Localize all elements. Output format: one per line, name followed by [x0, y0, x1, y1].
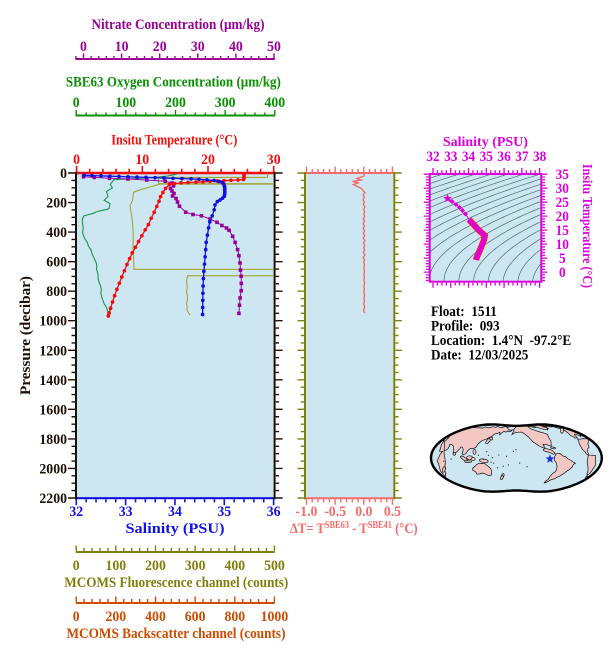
svg-text:MCOMS Fluorescence channel (co: MCOMS Fluorescence channel (counts) [64, 575, 288, 591]
svg-text:600: 600 [46, 255, 67, 271]
svg-text:34: 34 [168, 504, 182, 520]
svg-text:400: 400 [224, 558, 245, 574]
svg-text:100: 100 [116, 95, 137, 111]
svg-text:800: 800 [46, 284, 67, 300]
svg-text:400: 400 [264, 95, 285, 111]
svg-text:30: 30 [267, 152, 281, 168]
svg-text:34: 34 [462, 149, 475, 165]
svg-text:0: 0 [80, 39, 87, 55]
svg-text:0: 0 [73, 609, 80, 625]
svg-text:32: 32 [69, 504, 83, 520]
svg-text:1200: 1200 [39, 343, 67, 359]
svg-text:32: 32 [426, 149, 439, 165]
svg-text:0: 0 [60, 166, 67, 182]
svg-text:0: 0 [73, 152, 80, 168]
svg-text:25: 25 [556, 195, 569, 211]
svg-text:200: 200 [105, 609, 126, 625]
svg-text:15: 15 [556, 223, 569, 239]
svg-text:200: 200 [145, 558, 166, 574]
svg-text:Salinity (PSU): Salinity (PSU) [126, 521, 225, 537]
svg-text:37: 37 [515, 149, 528, 165]
svg-text:Insitu Temperature (°C): Insitu Temperature (°C) [111, 133, 237, 149]
svg-text:0.5: 0.5 [384, 504, 401, 520]
svg-text:300: 300 [185, 558, 206, 574]
svg-text:Location: 1.4°N -97.2°E: Location: 1.4°N -97.2°E [431, 332, 571, 349]
svg-text:MCOMS Backscatter channel (cou: MCOMS Backscatter channel (counts) [67, 626, 286, 642]
svg-text:SBE63 Oxygen Concentration (µm: SBE63 Oxygen Concentration (µm/kg) [66, 75, 281, 91]
svg-text:30: 30 [556, 181, 569, 197]
svg-text:33: 33 [119, 504, 133, 520]
svg-text:2000: 2000 [39, 461, 67, 477]
svg-text:35: 35 [217, 504, 231, 520]
svg-text:1000: 1000 [39, 314, 67, 330]
svg-text:0: 0 [73, 95, 80, 111]
svg-text:10: 10 [556, 237, 569, 253]
svg-text:0: 0 [559, 265, 566, 281]
svg-text:Pressure (decibar): Pressure (decibar) [18, 276, 34, 395]
svg-text:50: 50 [267, 39, 281, 55]
svg-text:500: 500 [264, 558, 285, 574]
svg-text:Float: 1511: Float: 1511 [431, 303, 497, 320]
svg-text:600: 600 [185, 609, 206, 625]
svg-text:200: 200 [165, 95, 186, 111]
svg-text:20: 20 [201, 152, 215, 168]
svg-text:33: 33 [444, 149, 457, 165]
svg-text:Salinity (PSU): Salinity (PSU) [443, 134, 528, 149]
svg-text:Date: 12/03/2025: Date: 12/03/2025 [431, 347, 528, 364]
svg-text:400: 400 [46, 225, 67, 241]
svg-text:ΔT= TSBE63 - TSBE41 (°C): ΔT= TSBE63 - TSBE41 (°C) [290, 519, 418, 537]
svg-text:20: 20 [153, 39, 167, 55]
svg-text:36: 36 [267, 504, 281, 520]
svg-text:38: 38 [533, 149, 546, 165]
svg-text:-1.0: -1.0 [296, 504, 318, 520]
svg-text:400: 400 [145, 609, 166, 625]
svg-text:1000: 1000 [261, 609, 289, 625]
svg-text:35: 35 [480, 149, 493, 165]
svg-text:100: 100 [105, 558, 126, 574]
svg-text:20: 20 [556, 209, 569, 225]
svg-text:2200: 2200 [39, 491, 67, 507]
svg-text:1600: 1600 [39, 402, 67, 418]
svg-text:Nitrate Concentration (µm/kg): Nitrate Concentration (µm/kg) [92, 17, 265, 33]
svg-text:-0.5: -0.5 [324, 504, 346, 520]
svg-text:10: 10 [115, 39, 129, 55]
svg-text:10: 10 [135, 152, 149, 168]
svg-text:800: 800 [224, 609, 245, 625]
svg-text:1400: 1400 [39, 373, 67, 389]
svg-text:0.0: 0.0 [355, 504, 372, 520]
svg-text:30: 30 [191, 39, 205, 55]
svg-text:Profile: 093: Profile: 093 [431, 318, 500, 335]
svg-text:300: 300 [215, 95, 236, 111]
svg-text:5: 5 [559, 251, 566, 267]
svg-text:Insitu Temperature (°C): Insitu Temperature (°C) [579, 164, 594, 288]
svg-text:1800: 1800 [39, 432, 67, 448]
svg-text:36: 36 [497, 149, 510, 165]
svg-text:35: 35 [556, 167, 569, 183]
svg-text:0: 0 [73, 558, 80, 574]
svg-text:40: 40 [229, 39, 243, 55]
svg-text:200: 200 [46, 196, 67, 212]
